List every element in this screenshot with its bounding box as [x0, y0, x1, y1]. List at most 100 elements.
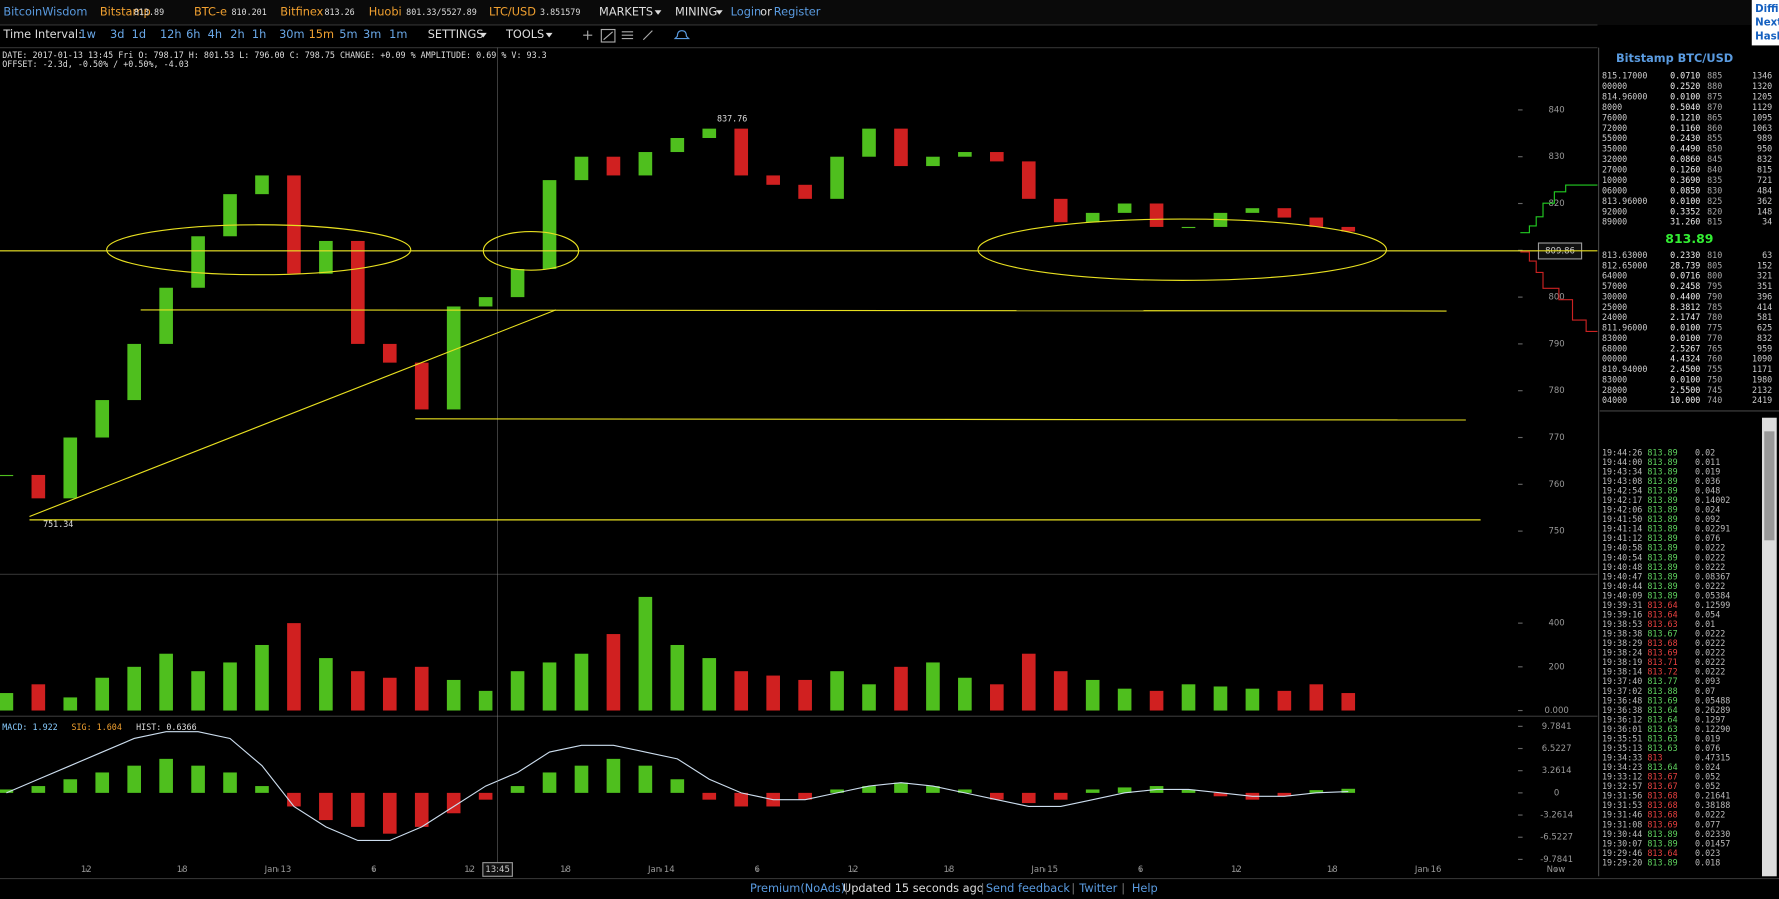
book-cell: 750: [1707, 374, 1722, 384]
trade-cell: 19:40:44: [1602, 581, 1642, 591]
interval[interactable]: 5m: [339, 27, 357, 41]
crosshair-price: 809.86: [1545, 246, 1575, 256]
ticker-name[interactable]: Bitstamp: [100, 4, 151, 18]
trade-cell: 19:38:14: [1602, 667, 1642, 677]
login[interactable]: Login: [731, 4, 762, 18]
settings[interactable]: SETTINGS: [428, 27, 484, 41]
ticker-name[interactable]: Bitfinex: [280, 4, 323, 18]
candle: [734, 128, 749, 176]
book-cell: 92000: [1602, 206, 1627, 216]
book-cell: 0.4400: [1670, 291, 1700, 301]
interval[interactable]: 1w: [79, 27, 95, 41]
trade-cell: 0.024: [1695, 505, 1720, 515]
volume-bar: [574, 653, 589, 711]
interval[interactable]: 1h: [252, 27, 266, 41]
ticker-price: 813.26: [324, 7, 354, 17]
menu[interactable]: MINING: [675, 4, 717, 18]
y-tick-label: 820: [1549, 199, 1565, 209]
book-cell: 83000: [1602, 333, 1627, 343]
trade-cell: 0.076: [1695, 743, 1720, 753]
volume-bar: [1245, 688, 1260, 711]
brand[interactable]: BitcoinWisdom: [3, 4, 87, 18]
candle: [1085, 212, 1100, 223]
macd-bar: [255, 786, 269, 793]
x-tick-label: 12: [848, 865, 859, 875]
volume-bar: [926, 662, 940, 711]
trade-cell: 0.052: [1695, 781, 1720, 791]
y-tick-label: 3.2614: [1542, 766, 1572, 776]
book-cell: 1095: [1752, 112, 1772, 122]
feedback-link[interactable]: Send feedback: [986, 881, 1071, 895]
tool-icons[interactable]: [583, 28, 691, 43]
help-link[interactable]: Help: [1132, 881, 1158, 895]
menu[interactable]: MARKETS: [599, 4, 653, 18]
side-link[interactable]: Diffi: [1755, 4, 1778, 15]
trade-cell: 0.0222: [1695, 638, 1725, 648]
candle: [159, 287, 173, 344]
macd-bar: [990, 792, 1004, 800]
volume-bar: [31, 684, 46, 711]
volume-bar: [894, 666, 908, 711]
ticker-name[interactable]: LTC/USD: [489, 4, 536, 18]
ticker-price: 3.851579: [540, 7, 580, 17]
interval[interactable]: 6h: [186, 27, 200, 41]
macd-bar: [1341, 788, 1356, 793]
book-cell: 06000: [1602, 185, 1627, 195]
interval[interactable]: 12h: [160, 27, 182, 41]
book-cell: 745: [1707, 385, 1722, 395]
side-link[interactable]: Next: [1755, 18, 1779, 29]
book-cell: 32000: [1602, 154, 1627, 164]
register[interactable]: Register: [774, 4, 821, 18]
premium-link[interactable]: Premium(NoAds): [750, 881, 845, 895]
side-link[interactable]: Hash: [1755, 31, 1779, 42]
trade-cell: 0.07: [1695, 686, 1715, 696]
book-cell: 0.0100: [1670, 323, 1700, 333]
twitter-link[interactable]: Twitter: [1078, 881, 1117, 895]
trade-cell: 19:44:00: [1602, 457, 1642, 467]
interval[interactable]: 2h: [230, 27, 244, 41]
interval[interactable]: 15m: [309, 27, 334, 41]
candle: [351, 240, 365, 344]
trade-cell: 0.12599: [1695, 600, 1730, 610]
trade-cell: 19:29:20: [1602, 857, 1642, 867]
trade-cell: 19:41:12: [1602, 533, 1642, 543]
chart: 7507607707807908008108208308400.00020040…: [0, 47, 1583, 877]
interval[interactable]: 1d: [132, 27, 146, 41]
book-cell: 0.4490: [1670, 144, 1700, 154]
trade-cell: 0.036: [1695, 476, 1720, 486]
volume-bar: [223, 662, 237, 711]
macd-bar: [414, 792, 429, 827]
book-cell: 2.4500: [1670, 364, 1700, 374]
trade-cell: 19:40:54: [1602, 552, 1642, 562]
book-cell: 24000: [1602, 312, 1627, 322]
candle: [510, 269, 525, 298]
interval[interactable]: 3d: [110, 27, 124, 41]
book-cell: 795: [1707, 281, 1722, 291]
trade-cell: 19:37:40: [1602, 676, 1642, 686]
macd-bar: [1053, 792, 1068, 800]
trade-cell: 813.67: [1647, 781, 1677, 791]
tools[interactable]: TOOLS: [505, 27, 544, 41]
candle: [702, 128, 717, 138]
trade-cell: 0.0222: [1695, 667, 1725, 677]
y-tick-label: -3.2614: [1540, 811, 1573, 821]
interval[interactable]: 30m: [279, 27, 304, 41]
interval[interactable]: 1m: [389, 27, 407, 41]
candle: [478, 297, 493, 307]
trade-cell: 19:41:50: [1602, 514, 1642, 524]
scroll-thumb[interactable]: [1764, 431, 1775, 541]
depth-asks: [1520, 251, 1598, 333]
trade-cell: 813.68: [1647, 800, 1677, 810]
trade-cell: 19:40:47: [1602, 571, 1642, 581]
candle: [1149, 203, 1164, 227]
macd-line: [6, 731, 1349, 842]
candle: [0, 474, 14, 477]
book-cell: 31.260: [1670, 217, 1700, 227]
macd-bar: [958, 789, 972, 793]
book-cell: 790: [1707, 291, 1722, 301]
ticker-name[interactable]: Huobi: [369, 4, 402, 18]
interval[interactable]: 3m: [363, 27, 381, 41]
ticker-name[interactable]: BTC-e: [194, 4, 227, 18]
interval[interactable]: 4h: [208, 27, 222, 41]
candle: [1341, 226, 1356, 232]
